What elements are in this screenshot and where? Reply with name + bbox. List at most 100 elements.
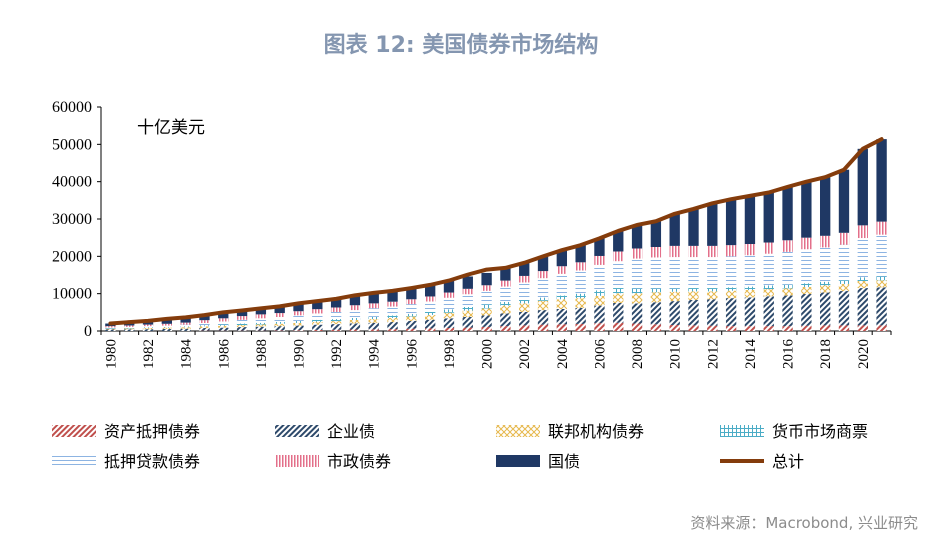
bar-segment [218,312,229,319]
bar-segment [744,326,756,331]
bar-segment [650,288,662,293]
bar-segment [443,328,455,331]
bar-segment [443,309,455,313]
x-tick-label: 2006 [592,339,608,370]
bar-segment [763,326,774,331]
bar-segment [838,280,850,284]
x-tick-label: 1982 [141,339,157,369]
bar-segment [387,301,398,307]
bar-segment [631,303,643,324]
legend-label: 联邦机构债券 [548,422,644,441]
bar-segment [594,238,605,256]
bar-segment [368,319,379,323]
total-line [108,137,884,326]
bar-segment [594,264,605,291]
bar-segment [613,288,624,294]
bar-segment [669,213,680,246]
x-tick-label: 2000 [480,339,496,369]
bar-segment [199,320,210,323]
bar-segment [857,277,868,281]
x-tick-label: 2010 [668,339,684,369]
bar-segment [349,310,361,318]
bar-segment [500,267,511,281]
bar-segment [556,250,568,267]
bar-segment [631,258,643,289]
bar-segment [180,328,191,331]
bar-segment [537,271,549,279]
bar-segment [293,303,304,312]
bar-segment [218,321,229,325]
bar-segment [669,325,680,331]
bar-segment [236,325,248,328]
bar-segment [124,327,135,329]
bar-segment [312,319,323,322]
bar-segment [255,308,267,315]
bar-segment [255,322,267,325]
legend-swatch [720,425,764,437]
bar-segment [575,307,586,324]
bar-segment [368,292,379,304]
bar-segment [575,270,586,294]
bar-segment [236,327,248,331]
bar-segment [782,240,793,252]
bar-segment [782,186,793,241]
bar-segment [744,195,756,245]
bar-segment [556,266,568,274]
bar-segment [312,313,323,320]
bar-segment [500,313,511,327]
bar-segment [857,280,868,289]
bar-segment [236,319,248,324]
bar-segment [819,247,831,282]
bar-segment [556,273,568,296]
bar-segment [707,288,718,292]
bar-segment [142,327,154,329]
bar-segment [349,317,361,320]
bar-segment [105,329,116,331]
bar-segment [631,293,643,304]
bar-segment [688,300,699,326]
bar-segment [481,285,492,291]
bar-segment [330,311,342,320]
bar-segment [443,280,455,293]
bar-segment [688,245,699,258]
stacked-bars [105,139,887,331]
bar-segment [819,292,831,326]
bar-segment [330,329,342,331]
x-tick-label: 2020 [856,339,872,369]
bar-segment [349,319,361,324]
bar-segment [838,244,850,281]
bar-segment [349,305,361,311]
bar-segment [744,286,756,290]
bar-segment [575,293,586,299]
bar-segment [519,282,530,301]
bar-segment [218,318,229,322]
bar-segment [406,313,417,317]
bar-segment [725,256,737,288]
bar-segment [462,327,473,331]
bar-segment [763,285,774,290]
x-tick-label: 2014 [743,339,759,370]
bar-segment [613,261,624,289]
legend-label: 资产抵押债券 [104,422,200,441]
bar-segment [876,287,887,326]
bar-segment [537,324,549,331]
x-tick-label: 1984 [179,339,195,370]
bar-segment [838,291,850,326]
bar-segment [274,306,285,314]
bar-segment [443,318,455,329]
bar-segment [631,323,643,331]
bar-segment [368,308,379,317]
bar-segment [669,288,680,292]
bar-segment [838,232,850,245]
legend-swatch [52,455,96,467]
bar-segment [857,238,868,278]
bar-segment [763,289,774,297]
legend-swatch [52,425,96,437]
bar-segment [255,326,267,331]
bar-segment [387,315,398,318]
x-tick-label: 1980 [103,339,119,369]
bar-segment [688,325,699,331]
bar-segment [406,299,417,305]
y-tick-label: 10000 [52,286,92,303]
